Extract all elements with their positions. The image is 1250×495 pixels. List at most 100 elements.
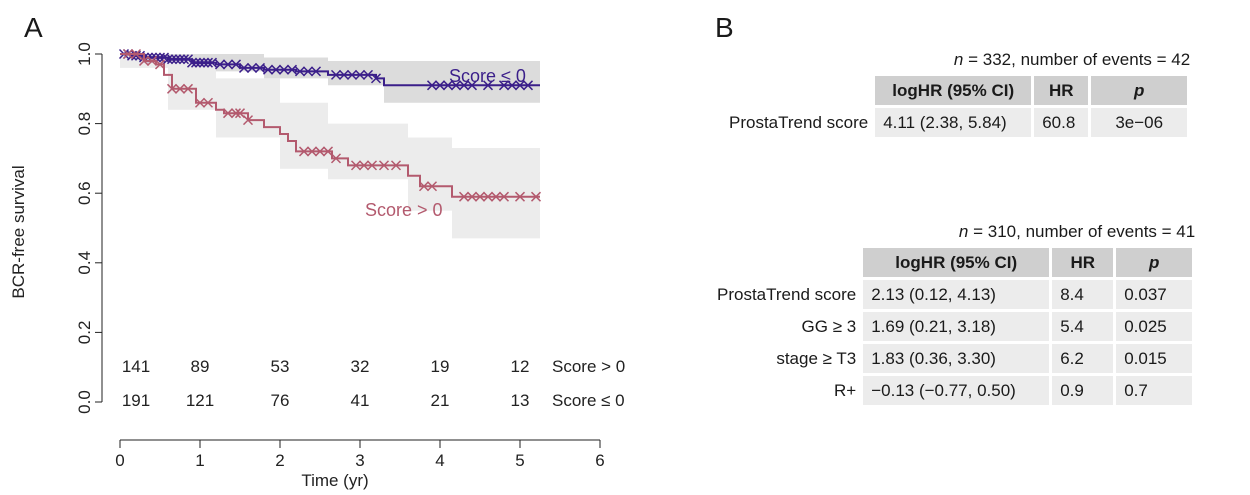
at-risk-count: 141 [122,357,150,376]
table-header-row: logHR (95% CI) HR p [709,248,1193,277]
row-label: ProstaTrend score [729,112,869,132]
at-risk-count: 191 [122,391,150,410]
censor-mark [530,191,542,202]
table-caption: n = 310, number of events = 41 [706,222,1195,242]
censor-mark [166,54,178,65]
censor-mark [298,146,310,157]
y-tick-label: 1.0 [75,42,94,66]
y-tick-label: 0.2 [75,321,94,345]
at-risk-row-label: Score > 0 [552,357,625,376]
censor-mark [170,54,182,65]
censor-mark [338,69,350,80]
x-tick-label: 2 [275,451,284,470]
cell-p: 0.015 [1116,344,1193,373]
censor-mark [498,191,510,202]
censor-mark [154,59,166,70]
cell-loghr: 1.69 (0.21, 3.18) [863,312,1050,341]
table-row: ProstaTrend score 4.11 (2.38, 5.84) 60.8… [721,108,1188,137]
censor-mark [230,59,242,70]
censor-mark [238,62,250,73]
cell-hr: 8.4 [1052,280,1114,309]
censor-mark [482,80,494,91]
x-tick-label: 3 [355,451,364,470]
blank-header [721,76,872,105]
censor-mark [198,57,210,68]
censor-mark [310,66,322,77]
censor-mark [350,160,362,171]
header-loghr: logHR (95% CI) [875,76,1032,105]
censor-mark [522,80,534,91]
table-row: ProstaTrend score 2.13 (0.12, 4.13) 8.4 … [709,280,1193,309]
censor-mark [254,62,266,73]
header-p: p [1116,248,1193,277]
row-label: ProstaTrend score [717,284,857,304]
censor-mark [202,57,214,68]
header-loghr: logHR (95% CI) [863,248,1050,277]
censor-mark [262,64,274,75]
censor-mark [498,80,510,91]
censor-mark [366,160,378,171]
censor-mark [330,153,342,164]
censor-mark [122,48,134,60]
blank-header [709,248,860,277]
cox-multivariate-table: n = 310, number of events = 41 logHR (95… [706,222,1195,408]
censor-mark [506,80,518,91]
censor-mark [390,160,402,171]
at-risk-count: 13 [511,391,530,410]
censor-mark [418,181,430,192]
censor-mark [206,57,218,68]
at-risk-count: 32 [351,357,370,376]
censor-mark [222,108,234,119]
censor-mark [358,160,370,171]
y-tick-label: 0.0 [75,390,94,414]
censor-mark [474,191,486,202]
y-axis-label: BCR-free survival [9,165,28,298]
censor-mark [286,64,298,75]
censor-mark [378,160,390,171]
curve-label-high: Score > 0 [365,200,443,220]
header-hr: HR [1034,76,1089,105]
censor-mark [434,80,446,91]
censor-mark [490,191,502,202]
table-caption: n = 332, number of events = 42 [718,50,1190,70]
censor-mark [426,80,438,91]
cell-loghr: −0.13 (−0.77, 0.50) [863,376,1050,405]
at-risk-count: 121 [186,391,214,410]
censor-mark [442,80,454,91]
censor-mark [130,50,142,61]
at-risk-count: 19 [431,357,450,376]
header-p: p [1091,76,1188,105]
censor-mark [278,64,290,75]
at-risk-count: 21 [431,391,450,410]
at-risk-count: 76 [271,391,290,410]
censor-mark [270,64,282,75]
x-axis-label: Time (yr) [301,471,368,490]
y-tick-label: 0.4 [75,251,94,275]
cell-hr: 5.4 [1052,312,1114,341]
censor-mark [450,80,462,91]
at-risk-count: 53 [271,357,290,376]
x-tick-label: 0 [115,451,124,470]
censor-mark [314,146,326,157]
censor-mark [306,146,318,157]
caption-n: n [953,50,964,69]
censor-mark [466,80,478,91]
censor-mark [514,191,526,202]
censor-mark [458,80,470,91]
censor-mark [186,57,198,68]
caption-text: = 310, number of events = 41 [968,222,1196,241]
at-risk-count: 12 [511,357,530,376]
x-tick-label: 4 [435,451,444,470]
censor-mark [242,115,254,126]
panel-label-a: A [24,12,43,43]
km-curve-1 [120,53,540,198]
ci-band-1 [120,54,540,239]
row-label: R+ [834,380,857,400]
censor-mark [182,83,194,94]
x-tick-label: 6 [595,451,604,470]
censor-mark [166,83,178,94]
cell-hr: 0.9 [1052,376,1114,405]
censor-mark [162,54,174,65]
censor-mark [466,191,478,202]
row-label: stage ≥ T3 [776,348,857,368]
